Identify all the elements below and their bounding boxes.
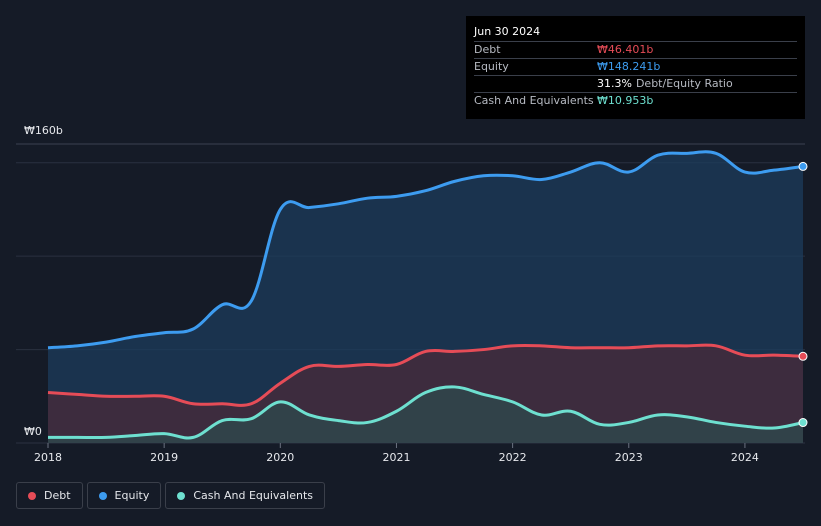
endpoint-marker [798,418,808,428]
tooltip-ratio-value: 31.3% [597,77,632,90]
tooltip-label: Debt [474,43,501,56]
tooltip-value: ₩10.953b [597,94,654,107]
tooltip-value: ₩148.241b [597,60,661,73]
chart-areas [48,151,803,443]
x-tick-label: 2023 [615,451,643,464]
tooltip-row-cash: Cash And Equivalents ₩10.953b [474,92,797,109]
y-axis-bottom-label: ₩0 [24,425,42,438]
y-axis-top-label: ₩160b [24,124,63,137]
legend-item-debt[interactable]: Debt [16,482,83,509]
legend-label: Debt [44,489,71,502]
legend-dot-icon [98,491,107,500]
tooltip-label [474,76,597,92]
tooltip-ratio-label: Debt/Equity Ratio [635,77,733,90]
legend-label: Equity [114,489,150,502]
tooltip-row-equity: Equity ₩148.241b [474,58,797,75]
legend-dot-icon [177,491,186,500]
x-axis-ticks: 2018 2019 2020 2021 2022 2023 2024 [34,443,759,464]
chart-endpoints [798,161,808,428]
x-tick-label: 2021 [382,451,410,464]
tooltip-row-ratio: 31.3% Debt/Equity Ratio [474,75,797,92]
series-line-equity [47,150,804,350]
legend-label: Cash And Equivalents [193,489,313,502]
tooltip-date: Jun 30 2024 [474,25,541,38]
legend-item-cash[interactable]: Cash And Equivalents [165,482,325,509]
tooltip-label: Equity [474,60,509,73]
tooltip-value: ₩46.401b [597,43,654,56]
x-tick-label: 2024 [731,451,759,464]
chart-lines [47,150,804,440]
x-tick-label: 2019 [150,451,178,464]
tooltip-row-debt: Debt ₩46.401b [474,41,797,58]
series-line-debt [47,343,804,407]
endpoint-marker [798,351,808,361]
x-tick-label: 2020 [266,451,294,464]
x-tick-label: 2018 [34,451,62,464]
area-cash-and-equivalents [48,386,803,443]
legend-dot-icon [28,491,36,500]
legend-item-equity[interactable]: Equity [86,482,162,509]
tooltip-label: Cash And Equivalents [474,94,594,107]
endpoint-marker [798,161,808,171]
tooltip-panel: Jun 30 2024 Debt ₩46.401b Equity ₩148.24… [466,16,805,119]
chart-legend: Debt Equity Cash And Equivalents [16,482,325,509]
series-line-cash-and-equivalents [48,385,804,440]
x-tick-label: 2022 [499,451,527,464]
